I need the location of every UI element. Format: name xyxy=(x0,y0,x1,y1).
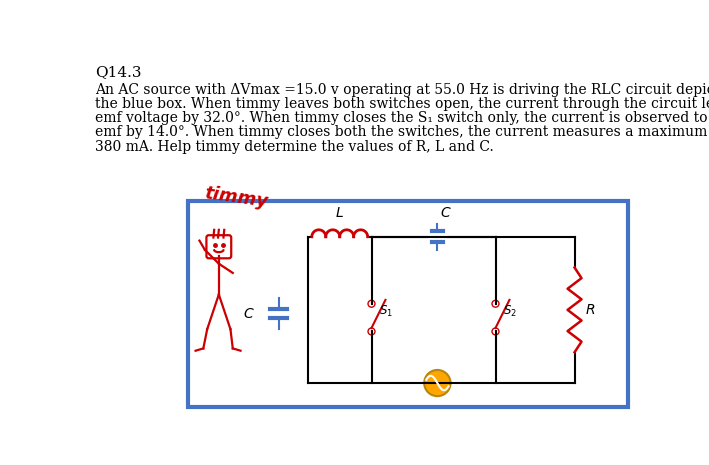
Circle shape xyxy=(368,300,375,307)
Text: the blue box. When timmy leaves both switches open, the current through the circ: the blue box. When timmy leaves both swi… xyxy=(95,97,709,111)
Circle shape xyxy=(368,328,375,335)
FancyBboxPatch shape xyxy=(206,235,231,259)
Bar xyxy=(188,200,628,407)
Text: $R$: $R$ xyxy=(586,303,596,317)
Text: $C$: $C$ xyxy=(243,307,255,321)
Text: $S_1$: $S_1$ xyxy=(379,304,393,319)
Text: emf voltage by 32.0°. When timmy closes the S₁ switch only, the current is obser: emf voltage by 32.0°. When timmy closes … xyxy=(95,111,709,125)
Text: emf by 14.0°. When timmy closes both the switches, the current measures a maximu: emf by 14.0°. When timmy closes both the… xyxy=(95,126,709,140)
Text: An AC source with ΔVmax =15.0 v operating at 55.0 Hz is driving the RLC circuit : An AC source with ΔVmax =15.0 v operatin… xyxy=(95,83,709,97)
Text: $C$: $C$ xyxy=(440,206,452,220)
Circle shape xyxy=(424,370,450,396)
Text: Q14.3: Q14.3 xyxy=(95,65,141,79)
Circle shape xyxy=(492,328,499,335)
Text: $S_2$: $S_2$ xyxy=(503,304,517,319)
Text: timmy: timmy xyxy=(203,184,269,211)
Text: 380 mA. Help timmy determine the values of R, L and C.: 380 mA. Help timmy determine the values … xyxy=(95,140,493,154)
Text: $L$: $L$ xyxy=(335,206,344,220)
Circle shape xyxy=(492,300,499,307)
